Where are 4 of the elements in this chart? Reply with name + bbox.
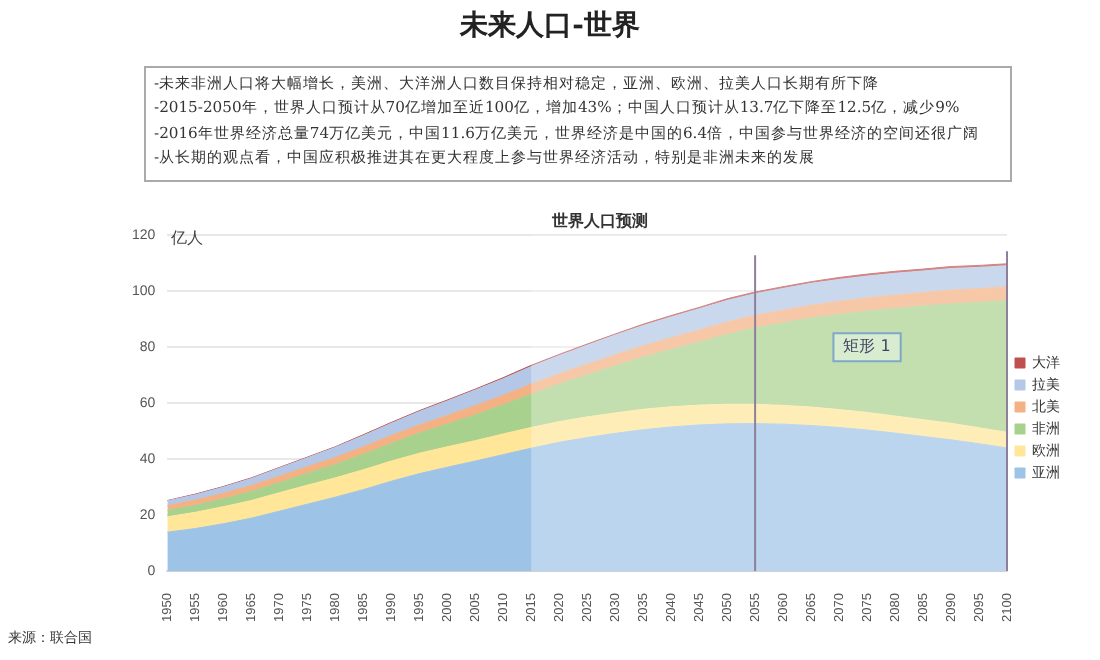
text: 世界人口预测 — [550, 211, 648, 230]
y-axis-title: 亿人 — [169, 229, 204, 248]
chart-title: 未来人口-世界 — [457, 8, 642, 44]
annotation: 矩形 1 — [843, 337, 891, 356]
